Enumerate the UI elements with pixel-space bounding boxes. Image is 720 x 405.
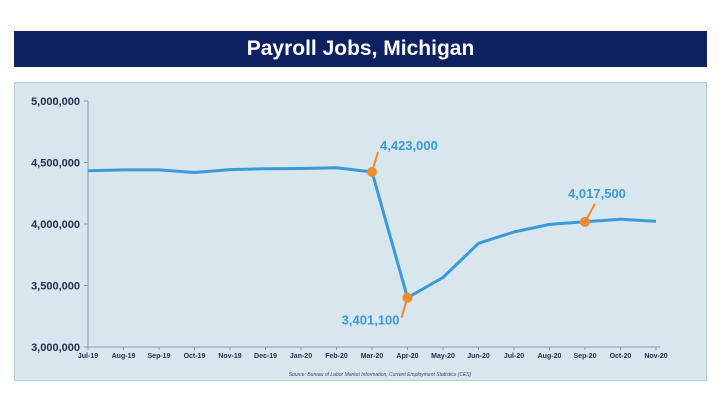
annotation-label: 3,401,100: [342, 313, 400, 328]
x-tick-label: Nov-19: [218, 353, 241, 360]
y-tick-label: 4,000,000: [31, 219, 80, 231]
y-tick-label: 4,500,000: [31, 158, 80, 170]
chart-panel: [14, 82, 707, 381]
chart-title: Payroll Jobs, Michigan: [246, 37, 475, 60]
y-tick-labels: 5,000,000 4,500,000 4,000,000 3,500,000 3,00…: [31, 96, 88, 354]
annotations: 4,423,000 3,401,100 4,017,500: [342, 138, 626, 328]
annotated-point-marker: [402, 292, 413, 303]
annotation-label: 4,017,500: [568, 186, 626, 201]
x-tick-label: Apr-20: [396, 353, 418, 360]
x-tick-label: Aug-19: [112, 353, 136, 360]
annotated-point-marker: [580, 216, 590, 227]
x-tick-label: Feb-20: [325, 353, 348, 360]
chart-title-bar: Payroll Jobs, Michigan: [14, 31, 707, 67]
x-tick-label: May-20: [431, 353, 455, 360]
x-tick-label: Aug-20: [538, 353, 562, 360]
x-tick-labels: Jul-19 Aug-19 Sep-19 Oct-19 Nov-19 Dec-19 Jan-…: [78, 347, 668, 360]
annotated-point-marker: [367, 166, 377, 177]
y-tick-label: 3,000,000: [31, 342, 80, 354]
x-tick-label: Mar-20: [361, 353, 384, 360]
x-tick-label: Jul-19: [78, 353, 98, 360]
x-tick-label: Jan-20: [290, 353, 312, 360]
source-note: Source: Bureau of Labor Market Informati…: [289, 372, 472, 378]
x-tick-label: Jun-20: [467, 353, 490, 360]
x-tick-label: Oct-19: [184, 353, 206, 360]
x-tick-label: Sep-20: [574, 353, 597, 360]
x-tick-label: Nov-20: [644, 353, 667, 360]
y-tick-label: 3,500,000: [31, 281, 80, 293]
x-tick-label: Oct-20: [610, 353, 632, 360]
x-tick-label: Jul-20: [504, 353, 524, 360]
annotation-label: 4,423,000: [380, 138, 438, 153]
y-tick-label: 5,000,000: [31, 96, 80, 108]
x-tick-label: Sep-19: [148, 353, 171, 360]
x-tick-label: Dec-19: [254, 353, 277, 360]
